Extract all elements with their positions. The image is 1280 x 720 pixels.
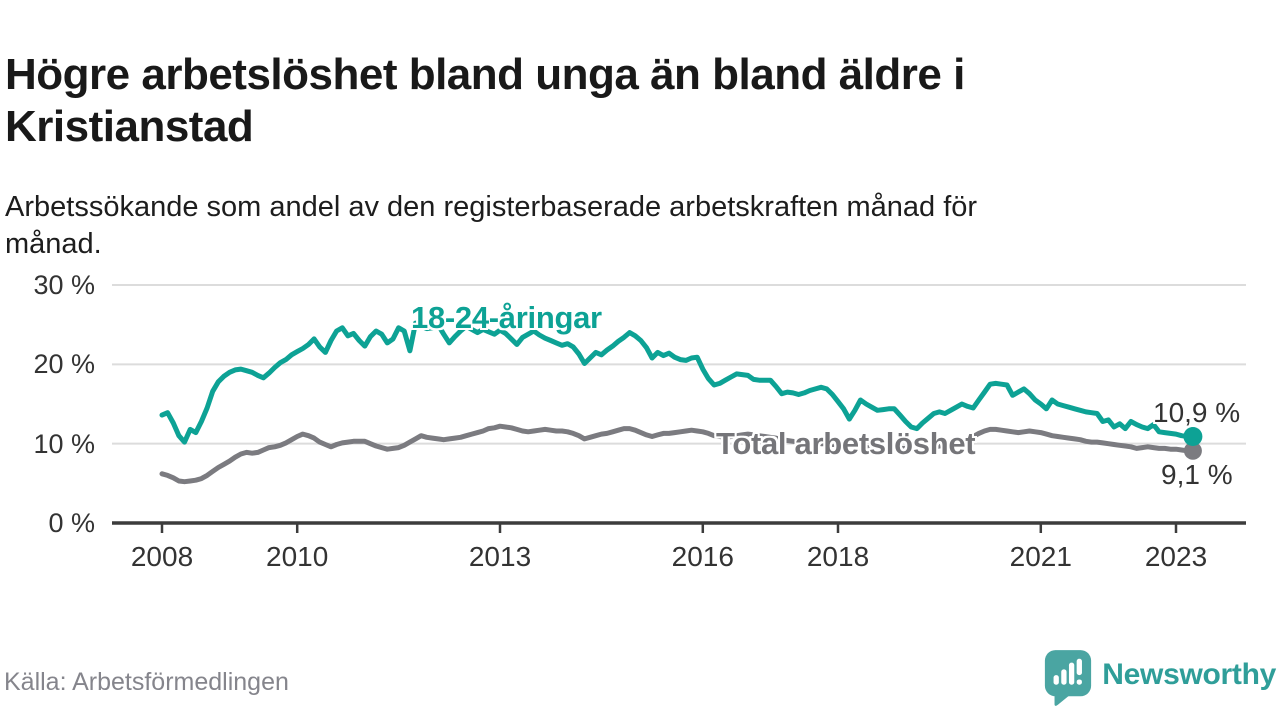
x-axis-label-2010: 2010: [266, 541, 329, 572]
y-axis-label-10: 10 %: [33, 428, 95, 459]
y-axis-label-30: 30 %: [33, 270, 95, 300]
series-label-total: Total arbetslöshet: [716, 426, 976, 461]
newsworthy-logo: Newsworthy: [1042, 645, 1276, 711]
x-axis-label-2008: 2008: [130, 541, 194, 572]
bar-chart-speech-bubble-icon: [1045, 650, 1092, 706]
chart-title: Högre arbetslöshet bland unga än bland ä…: [5, 50, 965, 151]
chart-canvas: [112, 284, 1246, 533]
y-axis-label-0: 0 %: [48, 508, 95, 538]
x-axis-label-2013: 2013: [468, 541, 532, 572]
total-series-line: [159, 423, 1196, 485]
x-axis-label-2023: 2023: [1144, 541, 1208, 572]
x-axis-label-2018: 2018: [806, 541, 870, 572]
young-series-line: [159, 320, 1196, 445]
x-axis-label-2016: 2016: [671, 541, 734, 572]
y-axis-label-20: 20 %: [33, 349, 95, 380]
total-series-end-dot: [1183, 441, 1202, 460]
end-value-label-young: 10,9 %: [1153, 397, 1241, 428]
series-label-young: 18-24-åringar: [411, 300, 602, 335]
newsworthy-wordmark: Newsworthy: [1102, 658, 1276, 691]
x-axis-label-2021: 2021: [1009, 541, 1072, 572]
end-value-label-total: 9,1 %: [1161, 459, 1233, 490]
chart-subtitle: Arbetssökande som andel av den registerb…: [5, 191, 978, 261]
young-series-end-dot: [1183, 427, 1203, 447]
source-credit: Källa: Arbetsförmedlingen: [4, 668, 289, 696]
